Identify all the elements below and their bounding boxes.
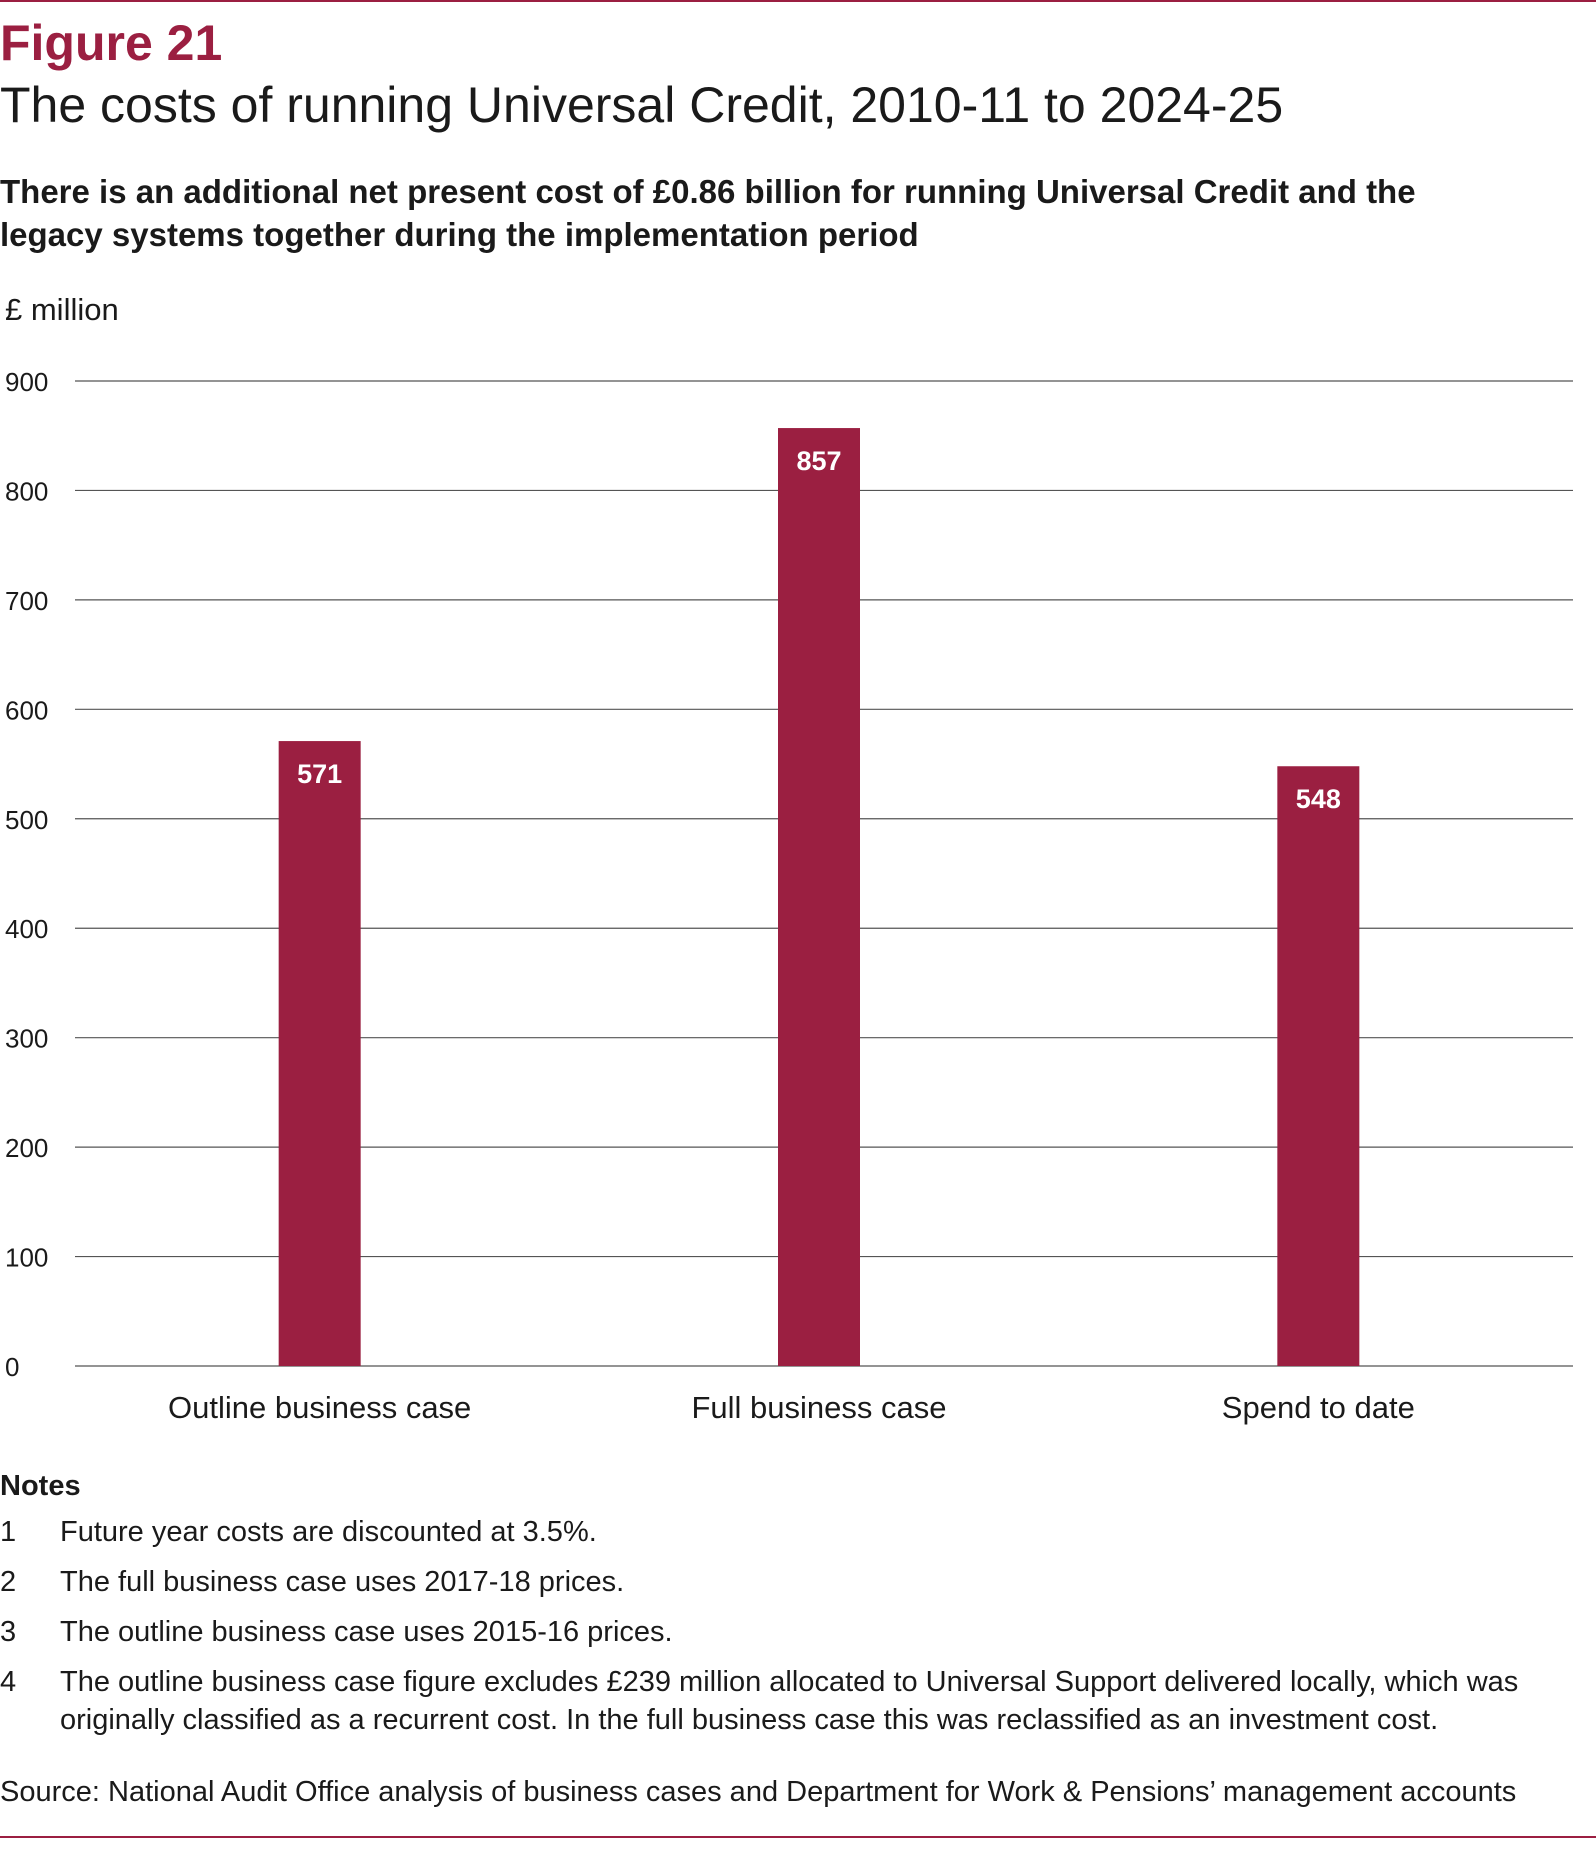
source-note: Source: National Audit Office analysis o… [0, 1776, 1517, 1808]
note-item: 4 The outline business case figure exclu… [0, 1663, 1590, 1739]
note-item: 3 The outline business case uses 2015-16… [0, 1613, 1590, 1651]
y-tick-labels: 0 100 200 300 400 500 600 700 800 900 [5, 367, 48, 1382]
bottom-rule [0, 1836, 1596, 1838]
notes-heading: Notes [0, 1470, 81, 1502]
note-item: 1 Future year costs are discounted at 3.… [0, 1513, 1590, 1551]
y-tick-label: 400 [5, 914, 48, 944]
bar [778, 428, 860, 1366]
bar-value-label: 548 [1296, 784, 1341, 814]
note-number: 2 [0, 1566, 17, 1598]
bar-value-label: 571 [297, 759, 342, 789]
note-number: 1 [0, 1516, 17, 1548]
y-tick-label: 700 [5, 586, 48, 616]
y-tick-label: 300 [5, 1024, 48, 1054]
y-tick-label: 200 [5, 1133, 48, 1163]
note-text: Future year costs are discounted at 3.5%… [60, 1516, 597, 1548]
y-tick-label: 100 [5, 1243, 48, 1273]
bar [1277, 766, 1360, 1366]
bar-value-label: 857 [796, 446, 841, 476]
figure-subtitle: There is an additional net present cost … [0, 173, 1416, 253]
bars [278, 428, 1360, 1366]
x-category-label: Outline business case [168, 1390, 471, 1425]
bar-chart: £ million 0 100 200 300 400 500 600 700 800 900 5… [5, 292, 1573, 1425]
top-rule [0, 0, 1596, 2]
x-category-label: Spend to date [1222, 1390, 1415, 1425]
note-number: 3 [0, 1616, 17, 1648]
figure-number: Figure 21 [0, 15, 223, 71]
figure-title: The costs of running Universal Credit, 2… [0, 77, 1284, 133]
y-tick-label: 500 [5, 805, 48, 835]
notes-section: Notes 1 Future year costs are discounted… [0, 1470, 1590, 1751]
y-axis-label: £ million [5, 292, 119, 327]
x-category-label: Full business case [691, 1390, 946, 1425]
note-item: 2 The full business case uses 2017-18 pr… [0, 1563, 1590, 1601]
y-tick-label: 900 [5, 367, 48, 397]
note-number: 4 [0, 1666, 17, 1698]
data-labels: 571 857 548 [297, 446, 1341, 814]
y-tick-label: 600 [5, 695, 48, 725]
note-text: The outline business case figure exclude… [60, 1666, 1519, 1736]
bar [278, 741, 361, 1366]
y-tick-label: 0 [5, 1352, 19, 1382]
x-category-labels: Outline business case Full business case S… [168, 1390, 1415, 1425]
y-tick-label: 800 [5, 476, 48, 506]
note-text: The outline business case uses 2015-16 p… [60, 1616, 673, 1648]
note-text: The full business case uses 2017-18 pric… [60, 1566, 625, 1598]
